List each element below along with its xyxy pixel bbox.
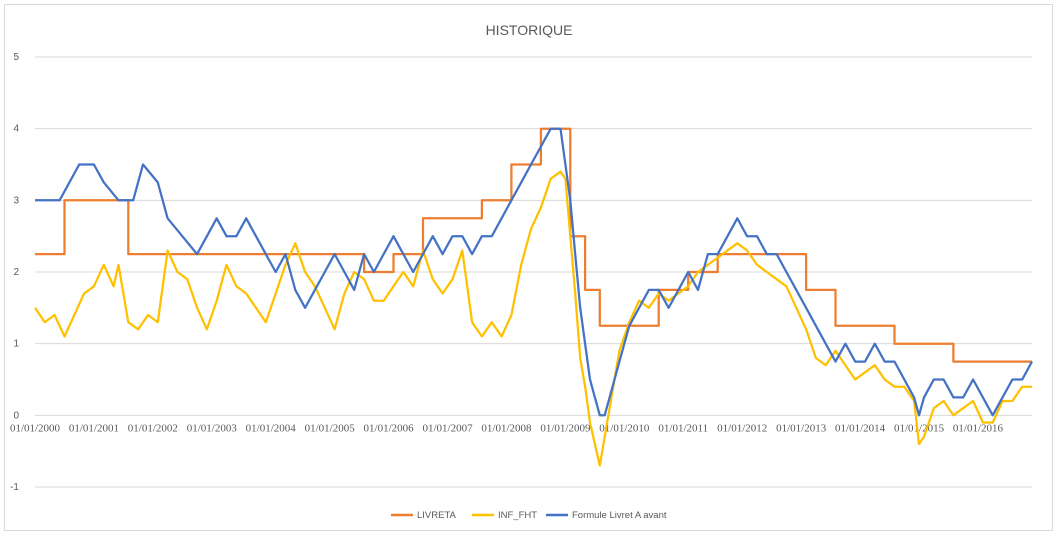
x-tick-label: 01/01/2011 <box>658 422 708 434</box>
legend-label-0: LIVRETA <box>417 510 457 521</box>
x-tick-label: 01/01/2015 <box>894 422 945 434</box>
x-tick-label: 01/01/2001 <box>69 422 119 434</box>
x-tick-label: 01/01/2013 <box>776 422 827 434</box>
legend-label-1: INF_FHT <box>498 510 537 521</box>
legend: LIVRETA INF_FHT Formule Livret A avant <box>391 510 667 521</box>
series-line-1 <box>34 170 1032 467</box>
series-line-0 <box>35 127 1032 363</box>
y-tick-label: 3 <box>13 195 19 206</box>
legend-label-2: Formule Livret A avant <box>572 510 667 521</box>
series-line-2 <box>35 127 1033 417</box>
x-tick-label: 01/01/2009 <box>540 422 591 434</box>
x-tick-label: 01/01/2003 <box>187 422 238 434</box>
x-tick-label: 01/01/2000 <box>10 422 61 434</box>
x-tick-label: 01/01/2012 <box>717 422 767 434</box>
chart-area: HISTORIQUE -1 0 1 2 3 4 5 01/01/2000 01/01/2001… <box>4 4 1053 531</box>
x-tick-label: 01/01/2006 <box>364 422 415 434</box>
x-tick-label: 01/01/2014 <box>835 422 886 434</box>
x-tick-label: 01/01/2008 <box>481 422 532 434</box>
y-tick-label: 2 <box>13 267 19 278</box>
y-axis-ticks: -1 0 1 2 3 4 5 <box>10 52 19 493</box>
y-tick-label: 1 <box>13 339 19 350</box>
x-axis-ticks: 01/01/2000 01/01/2001 01/01/2002 01/01/2003… <box>10 422 1004 434</box>
x-tick-label: 01/01/2005 <box>305 422 356 434</box>
chart-title: HISTORIQUE <box>486 22 573 38</box>
x-tick-label: 01/01/2007 <box>422 422 473 434</box>
x-tick-label: 01/01/2010 <box>599 422 650 434</box>
y-tick-label: 0 <box>13 410 19 421</box>
line-chart: HISTORIQUE -1 0 1 2 3 4 5 01/01/2000 01/01/2001… <box>10 22 1033 521</box>
y-tick-label: 5 <box>13 52 19 63</box>
x-tick-label: 01/01/2004 <box>246 422 297 434</box>
x-tick-label: 01/01/2016 <box>953 422 1004 434</box>
gridlines <box>35 56 1032 488</box>
y-tick-label: 4 <box>13 124 19 135</box>
x-tick-label: 01/01/2002 <box>128 422 178 434</box>
series-lines <box>34 127 1033 467</box>
y-tick-label: -1 <box>10 482 19 493</box>
